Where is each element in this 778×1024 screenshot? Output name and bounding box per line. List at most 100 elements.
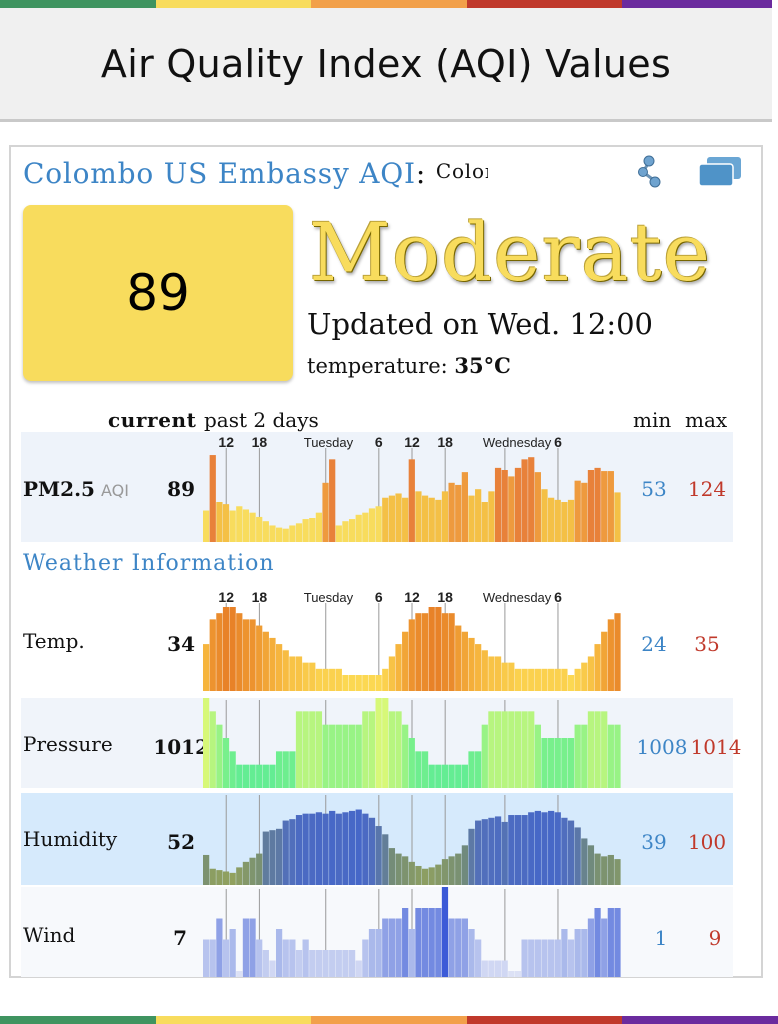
wind-bar bbox=[242, 918, 250, 977]
wind-bar bbox=[514, 971, 522, 977]
pressure-bar bbox=[501, 711, 508, 788]
humidity-bar bbox=[269, 830, 276, 885]
pressure-bar bbox=[601, 711, 608, 788]
wind-chart[interactable] bbox=[203, 887, 621, 977]
humidity-bar bbox=[335, 813, 342, 885]
pressure-bar bbox=[236, 764, 243, 788]
temp-bar bbox=[289, 656, 296, 691]
windows-icon[interactable] bbox=[697, 155, 743, 189]
wind-bar bbox=[368, 929, 376, 977]
temperature-readout: temperature: 35°C bbox=[307, 353, 511, 378]
temp-bar bbox=[269, 637, 276, 691]
humidity-bar bbox=[249, 857, 256, 885]
pressure-bar bbox=[528, 711, 535, 788]
pressure-bar bbox=[455, 764, 462, 788]
pm25-bar bbox=[335, 525, 342, 542]
stripe-green bbox=[0, 1016, 156, 1024]
stripe-orange bbox=[311, 1016, 467, 1024]
share-icon[interactable] bbox=[635, 154, 667, 190]
pm25-bar bbox=[455, 484, 462, 542]
wind-bar bbox=[561, 929, 568, 977]
pm25-bar bbox=[256, 516, 263, 542]
pm25-time-label: 12 bbox=[404, 434, 420, 450]
row-pm25[interactable]: PM2.5 AQI 89 12 18 Tuesday 6 12 18 Wednesday 6 5… bbox=[21, 432, 733, 542]
pm25-min: 53 bbox=[641, 477, 667, 501]
pressure-bar bbox=[348, 724, 356, 788]
right-edge bbox=[772, 0, 778, 1024]
pressure-bar bbox=[494, 711, 502, 788]
pressure-current: 1012 bbox=[153, 735, 209, 759]
pm25-chart[interactable]: 12 18 Tuesday 6 12 18 Wednesday 6 bbox=[203, 432, 621, 542]
wind-bar bbox=[216, 918, 223, 977]
pressure-chart[interactable] bbox=[203, 698, 621, 788]
pm25-bar bbox=[428, 497, 435, 542]
humidity-bar bbox=[408, 861, 415, 885]
humidity-bar bbox=[382, 834, 389, 885]
temp-bar bbox=[441, 613, 449, 691]
humidity-bar bbox=[315, 812, 323, 885]
header-past-2-days: past 2 days bbox=[204, 408, 319, 432]
temp-bar bbox=[521, 668, 528, 691]
wind-bar bbox=[209, 939, 216, 977]
pm25-bar bbox=[275, 527, 283, 542]
temp-bar bbox=[335, 668, 342, 691]
temp-bar bbox=[501, 662, 508, 691]
pm25-bar bbox=[395, 493, 402, 542]
updated-time: Updated on Wed. 12:00 bbox=[307, 307, 653, 341]
temp-bar bbox=[421, 613, 429, 691]
temp-bar bbox=[342, 675, 349, 691]
temp-bar bbox=[594, 644, 601, 691]
weather-info-title: Weather Information bbox=[23, 551, 275, 576]
pm25-bar bbox=[435, 499, 442, 542]
pm25-bar bbox=[494, 467, 502, 542]
pressure-bar bbox=[216, 724, 223, 788]
color-stripe-bottom bbox=[0, 1016, 778, 1024]
wind-bar bbox=[415, 908, 422, 977]
humidity-bar bbox=[428, 867, 435, 885]
station-title[interactable]: Colombo US Embassy AQI: Colombo bbox=[23, 157, 488, 190]
pm25-label-text: PM2.5 bbox=[23, 477, 95, 501]
wind-bar bbox=[309, 950, 316, 977]
pm25-time-label: 18 bbox=[252, 434, 268, 450]
header-min: min bbox=[633, 408, 672, 432]
humidity-bar bbox=[302, 813, 309, 885]
temp-time-label: 6 bbox=[554, 589, 562, 605]
pm25-bar bbox=[289, 525, 296, 542]
humidity-bar bbox=[329, 810, 336, 885]
humidity-bar bbox=[355, 809, 362, 885]
pm25-time-label: 6 bbox=[375, 434, 383, 450]
humidity-bar bbox=[514, 815, 522, 885]
wind-bar bbox=[488, 960, 495, 977]
pm25-bar bbox=[501, 470, 508, 542]
pressure-bar bbox=[368, 711, 376, 788]
pressure-bar bbox=[375, 698, 382, 788]
wind-bar bbox=[574, 929, 581, 977]
row-wind[interactable]: Wind 7 1 9 bbox=[21, 887, 733, 977]
temp-bar bbox=[355, 675, 362, 691]
humidity-bar bbox=[242, 861, 250, 885]
wind-bar bbox=[614, 908, 621, 977]
wind-bar bbox=[289, 939, 296, 977]
pm25-time-label: 18 bbox=[437, 434, 453, 450]
wind-bar bbox=[481, 960, 488, 977]
temp-bar bbox=[329, 668, 336, 691]
temp-chart[interactable]: 12 18 Tuesday 6 12 18 Wednesday 6 bbox=[203, 587, 621, 691]
humidity-chart[interactable] bbox=[203, 793, 621, 885]
header-max: max bbox=[685, 408, 728, 432]
pressure-bar bbox=[561, 738, 568, 788]
pm25-bar bbox=[355, 514, 362, 542]
temp-bar bbox=[203, 644, 210, 691]
humidity-bar bbox=[567, 820, 575, 885]
pressure-bar bbox=[242, 764, 250, 788]
row-pressure[interactable]: Pressure 1012 1008 1014 bbox=[21, 698, 741, 788]
humidity-bar bbox=[501, 821, 508, 885]
pm25-bar bbox=[528, 457, 535, 542]
station-name[interactable]: Colombo US Embassy AQI bbox=[23, 157, 416, 190]
pressure-bar bbox=[309, 711, 316, 788]
pressure-bar bbox=[402, 724, 409, 788]
pm25-bar bbox=[415, 491, 422, 542]
wind-bar bbox=[508, 971, 515, 977]
pm25-bar bbox=[216, 502, 223, 542]
row-humidity[interactable]: Humidity 52 39 100 bbox=[21, 793, 733, 885]
row-temp[interactable]: Temp. 34 12 18 Tuesday 6 12 18 Wednesday 6 24 3… bbox=[21, 587, 733, 691]
